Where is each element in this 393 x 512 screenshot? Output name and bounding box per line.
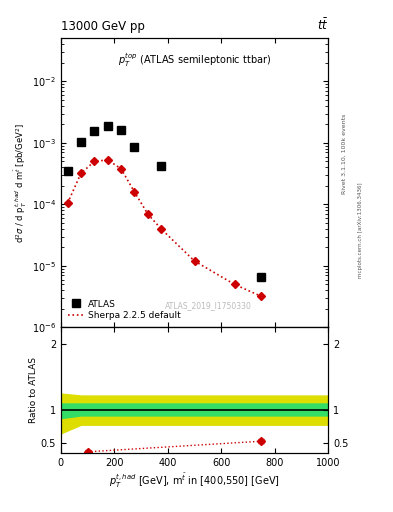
X-axis label: $p_T^{t,had}$ [GeV], m$^{\bar{t}}$ in [400,550] [GeV]: $p_T^{t,had}$ [GeV], m$^{\bar{t}}$ in [4… [109,472,280,490]
Text: $t\bar{t}$: $t\bar{t}$ [317,18,328,33]
ATLAS [259,274,264,281]
Y-axis label: d$^2\sigma$ / d p$_T^{t,had}$ d m$^{\bar{t}}$ [pb/GeV$^2$]: d$^2\sigma$ / d p$_T^{t,had}$ d m$^{\bar… [13,123,29,243]
ATLAS [79,139,83,145]
ATLAS [105,123,110,130]
Sherpa 2.2.5 default [159,226,163,232]
Text: $p_T^{top}$ (ATLAS semileptonic ttbar): $p_T^{top}$ (ATLAS semileptonic ttbar) [118,51,271,69]
Line: Sherpa 2.2.5 default: Sherpa 2.2.5 default [68,160,261,296]
Sherpa 2.2.5 default [92,158,97,164]
Sherpa 2.2.5 default [232,282,237,288]
Text: ATLAS_2019_I1750330: ATLAS_2019_I1750330 [164,301,252,310]
ATLAS [119,127,123,134]
Y-axis label: Ratio to ATLAS: Ratio to ATLAS [29,357,38,423]
Sherpa 2.2.5 default [145,211,150,217]
Text: mcplots.cern.ch [arXiv:1306.3436]: mcplots.cern.ch [arXiv:1306.3436] [358,183,363,278]
Sherpa 2.2.5 default [105,157,110,163]
Sherpa 2.2.5 default [79,170,83,177]
Sherpa 2.2.5 default [65,200,70,206]
ATLAS [159,163,163,169]
Sherpa 2.2.5 default [119,166,123,172]
Legend: ATLAS, Sherpa 2.2.5 default: ATLAS, Sherpa 2.2.5 default [65,297,184,323]
ATLAS [132,144,137,151]
Text: Rivet 3.1.10, 100k events: Rivet 3.1.10, 100k events [342,114,347,194]
ATLAS [92,128,97,134]
Sherpa 2.2.5 default [192,258,197,264]
Sherpa 2.2.5 default [132,189,137,195]
Text: 13000 GeV pp: 13000 GeV pp [61,20,145,33]
Line: ATLAS: ATLAS [64,123,265,281]
Sherpa 2.2.5 default [259,293,264,300]
ATLAS [65,168,70,174]
